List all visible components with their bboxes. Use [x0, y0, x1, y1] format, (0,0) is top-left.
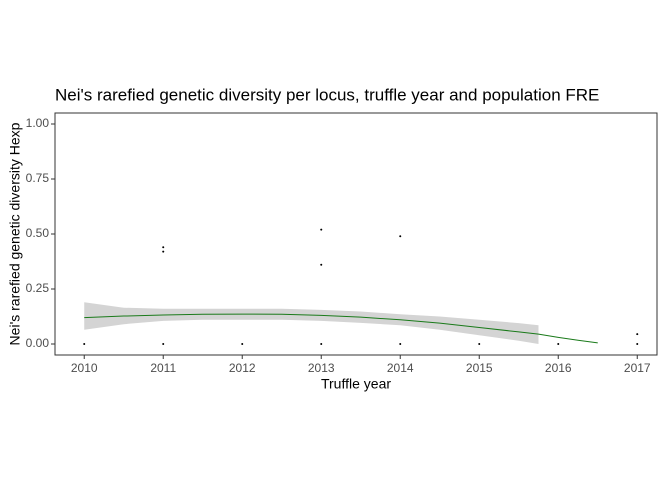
point — [162, 250, 165, 253]
point — [241, 343, 244, 345]
smooth-line — [84, 313, 598, 344]
confidence-band — [84, 302, 539, 344]
x-tick-label: 2010 — [71, 361, 98, 375]
y-tick-label: 0.75 — [26, 171, 50, 185]
x-axis-label: Truffle year — [321, 376, 391, 392]
point — [399, 235, 402, 238]
y-tick-label: 0.25 — [26, 281, 50, 295]
chart-title: Nei's rarefied genetic diversity per loc… — [55, 85, 599, 104]
point — [399, 343, 402, 345]
point — [320, 343, 323, 345]
x-tick-label: 2016 — [545, 361, 572, 375]
point — [162, 246, 165, 249]
point — [162, 343, 165, 345]
point — [636, 343, 639, 345]
x-tick-label: 2011 — [150, 361, 176, 375]
point — [320, 263, 323, 266]
y-axis-label: Nei's rarefied genetic diversity Hexp — [7, 122, 23, 345]
y-tick-label: 0.50 — [26, 226, 50, 240]
x-tick-label: 2013 — [308, 361, 335, 375]
point — [320, 228, 323, 231]
point — [557, 343, 560, 345]
panel-border — [54, 112, 658, 356]
point — [478, 343, 481, 345]
x-tick-label: 2015 — [466, 361, 493, 375]
point — [636, 333, 639, 336]
x-tick-label: 2012 — [229, 361, 256, 375]
x-tick-label: 2014 — [387, 361, 414, 375]
y-tick-label: 1.00 — [26, 116, 50, 130]
point — [83, 343, 86, 345]
x-tick-label: 2017 — [624, 361, 651, 375]
y-tick-label: 0.00 — [26, 336, 50, 350]
